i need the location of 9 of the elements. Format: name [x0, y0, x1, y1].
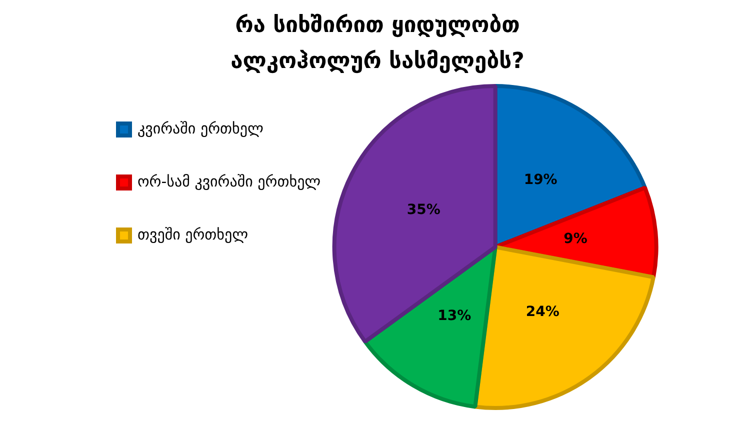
data-label: 9% [564, 231, 588, 248]
data-label: 19% [524, 172, 558, 188]
data-label: 13% [438, 308, 472, 324]
data-label: 24% [526, 304, 560, 320]
legend-label: ორ-სამ კვირაში ერთხელ [138, 172, 321, 190]
legend-label: თვეში ერთხელ [138, 225, 248, 244]
data-label: 35% [406, 202, 440, 218]
chart-title: რა სიხშირით ყიდულობთ ალკოჰოლურ სასმელებს? [230, 12, 526, 76]
legend-label: კვირაში ერთხელ [138, 119, 264, 138]
